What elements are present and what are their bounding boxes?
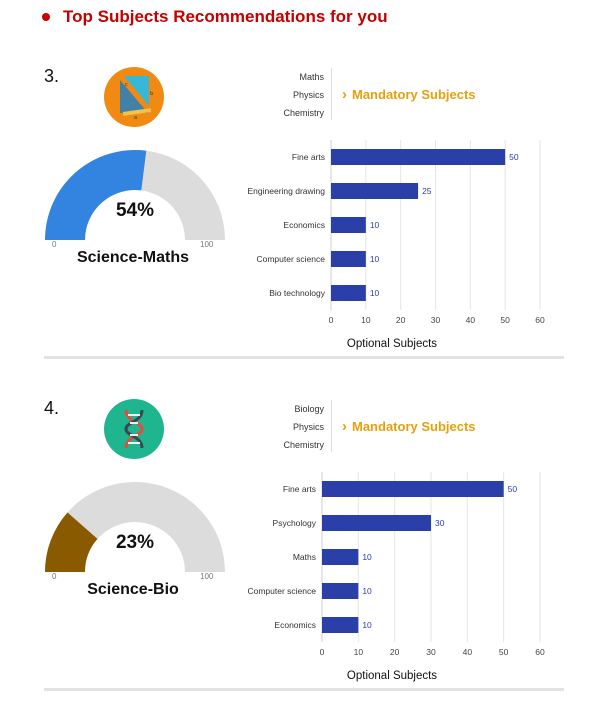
mandatory-subjects-heading: › Mandatory Subjects	[342, 418, 476, 435]
x-tick-label: 60	[535, 647, 545, 657]
mandatory-subjects-list: Biology Physics Chemistry	[283, 400, 324, 454]
x-tick-label: 30	[426, 647, 436, 657]
mandatory-subject: Biology	[294, 404, 324, 414]
category-label: Economics	[274, 620, 316, 630]
bar	[322, 549, 359, 565]
x-tick-label: 60	[535, 315, 545, 325]
x-tick-label: 40	[463, 647, 473, 657]
category-label: Computer science	[247, 586, 316, 596]
score-percentage: 23%	[115, 532, 155, 553]
x-tick-label: 10	[354, 647, 364, 657]
bar	[331, 251, 366, 267]
bar-value-label: 25	[422, 186, 432, 196]
bar-value-label: 50	[509, 152, 519, 162]
mandatory-title: Mandatory Subjects	[352, 87, 476, 102]
section-divider	[44, 356, 564, 359]
category-label: Fine arts	[283, 484, 316, 494]
bar-value-label: 10	[370, 220, 380, 230]
gauge-fill	[45, 150, 147, 240]
bar	[322, 583, 359, 599]
mandatory-divider	[331, 68, 332, 120]
x-tick-label: 50	[500, 315, 510, 325]
svg-text:a: a	[134, 115, 137, 121]
x-axis-title: Optional Subjects	[347, 670, 437, 682]
rank-number: 3.	[44, 66, 60, 86]
mandatory-subject: Physics	[292, 422, 324, 432]
chevron-right-icon: ›	[342, 86, 347, 103]
bar	[322, 515, 431, 531]
gauge-max-label: 100	[200, 572, 214, 581]
bar	[331, 217, 366, 233]
mandatory-subject: Physics	[292, 90, 324, 100]
header-bullet	[42, 13, 50, 21]
bar-value-label: 10	[370, 288, 380, 298]
score-gauge	[45, 482, 225, 572]
bar	[331, 183, 419, 199]
x-tick-label: 40	[466, 315, 476, 325]
svg-text:c: c	[125, 82, 128, 88]
mandatory-title: Mandatory Subjects	[352, 419, 476, 434]
stream-name: Science-Maths	[76, 249, 190, 266]
x-tick-label: 50	[499, 647, 509, 657]
mandatory-subject: Chemistry	[283, 440, 324, 450]
mandatory-subjects-list: Maths Physics Chemistry	[283, 68, 324, 122]
category-label: Bio technology	[269, 288, 326, 298]
category-label: Psychology	[273, 518, 317, 528]
stream-name: Science-Bio	[87, 581, 179, 598]
page-header: Top Subjects Recommendations for you	[42, 6, 388, 28]
x-tick-label: 0	[320, 647, 325, 657]
dna-icon	[104, 399, 164, 459]
bar-value-label: 10	[370, 254, 380, 264]
mandatory-subject: Chemistry	[283, 108, 324, 118]
gauge-max-label: 100	[200, 240, 214, 249]
bar-value-label: 30	[435, 518, 445, 528]
category-label: Fine arts	[292, 152, 325, 162]
bar	[322, 481, 504, 497]
x-tick-label: 10	[361, 315, 371, 325]
svg-text:b: b	[150, 91, 153, 97]
bar-value-label: 10	[362, 586, 372, 596]
mandatory-subjects-heading: › Mandatory Subjects	[342, 86, 476, 103]
recommendation-card-science-maths: 3. c b a 54% 0 100 Science-Maths Maths P…	[0, 40, 600, 370]
chevron-right-icon: ›	[342, 418, 347, 435]
score-percentage: 54%	[115, 200, 155, 221]
bar-value-label: 10	[362, 552, 372, 562]
bar	[322, 617, 359, 633]
bar-value-label: 10	[362, 620, 372, 630]
section-divider	[44, 688, 564, 691]
gauge-min-label: 0	[52, 240, 57, 249]
x-tick-label: 30	[431, 315, 441, 325]
mandatory-divider	[331, 400, 332, 452]
score-gauge	[45, 150, 225, 240]
category-label: Computer science	[256, 254, 325, 264]
category-label: Economics	[283, 220, 325, 230]
bar	[331, 285, 366, 301]
mandatory-subject: Maths	[299, 72, 324, 82]
x-axis-title: Optional Subjects	[347, 338, 437, 350]
category-label: Engineering drawing	[248, 186, 326, 196]
rank-number: 4.	[44, 398, 60, 418]
gauge-min-label: 0	[52, 572, 57, 581]
optional-subjects-chart: 0 10 20 30 40 50 60 Fine arts 50 Engineering draw…	[248, 140, 545, 350]
x-tick-label: 20	[396, 315, 406, 325]
bar-value-label: 50	[508, 484, 518, 494]
geometry-triangle-icon: c b a	[104, 67, 164, 127]
category-label: Maths	[293, 552, 316, 562]
recommendation-card-science-bio: 4. 23% 0 100 Science-Bio Biology Physics…	[0, 372, 600, 702]
x-tick-label: 0	[329, 315, 334, 325]
optional-subjects-chart: 0 10 20 30 40 50 60 Fine arts 50 Psychology 30 Math…	[247, 472, 545, 682]
x-tick-label: 20	[390, 647, 400, 657]
gauge-fill	[45, 512, 98, 572]
page-title: Top Subjects Recommendations for you	[63, 7, 388, 26]
bar	[331, 149, 506, 165]
